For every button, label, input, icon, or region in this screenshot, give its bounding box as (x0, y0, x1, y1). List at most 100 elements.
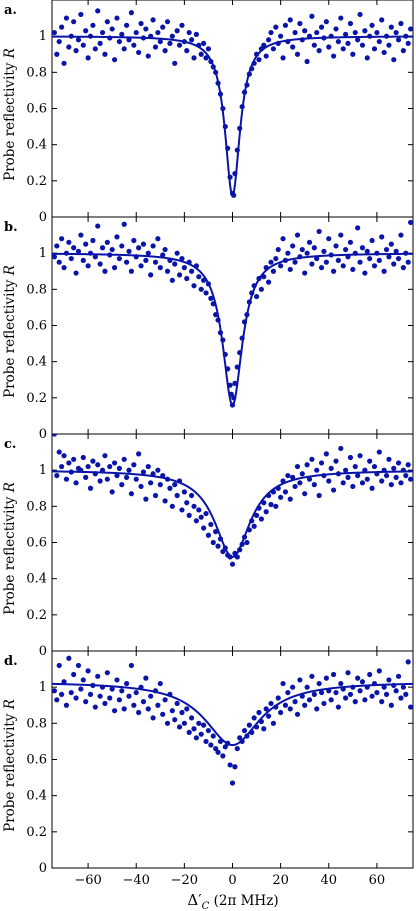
data-point (119, 243, 125, 249)
data-point (208, 521, 214, 528)
data-point (78, 11, 84, 18)
data-point (229, 402, 236, 408)
data-point (352, 463, 358, 470)
data-point (343, 246, 349, 253)
data-point (169, 277, 175, 283)
data-point (282, 702, 289, 708)
x-axis-label-prefix: Δ (187, 891, 198, 909)
data-point (107, 695, 113, 701)
data-point (249, 66, 255, 72)
data-point (213, 312, 219, 318)
data-point (246, 71, 252, 77)
data-point (381, 467, 387, 473)
data-point (403, 33, 409, 39)
data-point (249, 729, 255, 735)
data-point (318, 24, 325, 30)
panel-label: b. (4, 220, 18, 235)
data-point (56, 259, 62, 265)
data-point (237, 547, 243, 553)
data-point (179, 255, 185, 262)
data-point (253, 512, 260, 518)
data-point (263, 265, 269, 271)
data-point (111, 460, 118, 466)
data-point (111, 708, 118, 714)
data-point (164, 720, 171, 726)
data-point (102, 700, 108, 707)
data-point (232, 171, 238, 177)
data-point (116, 465, 122, 471)
data-point (155, 236, 161, 242)
data-point (393, 688, 399, 694)
data-point (201, 40, 207, 47)
data-point (160, 24, 166, 30)
data-point (176, 724, 183, 730)
data-point (268, 501, 274, 508)
data-point (208, 295, 214, 301)
data-point (66, 655, 72, 661)
data-point (85, 263, 91, 269)
data-point (99, 467, 106, 473)
data-point (186, 29, 192, 36)
data-point (229, 561, 236, 567)
data-point (347, 20, 354, 27)
data-point (343, 695, 349, 701)
data-point (155, 467, 161, 473)
data-point (395, 673, 402, 679)
x-axis-label-prime: ′ (198, 891, 202, 909)
data-point (241, 89, 248, 95)
data-point (302, 702, 308, 708)
data-point (68, 689, 74, 696)
data-point (299, 37, 305, 43)
data-point (210, 64, 216, 70)
data-point (131, 237, 137, 244)
data-point (326, 688, 332, 694)
data-point (355, 37, 361, 43)
data-point (386, 254, 392, 260)
data-point (66, 460, 72, 466)
y-axis-label: Probe reflectivity R (2, 699, 18, 832)
data-point (357, 259, 363, 265)
data-point (68, 33, 74, 39)
data-point (184, 706, 190, 712)
data-point (285, 472, 291, 479)
data-point (126, 467, 132, 473)
data-point (95, 462, 101, 468)
data-point (347, 454, 354, 461)
data-point (280, 680, 286, 687)
data-point (343, 31, 349, 37)
data-point (95, 673, 101, 679)
data-point (71, 19, 77, 25)
data-point (241, 534, 248, 540)
data-point (266, 37, 272, 43)
data-point (104, 670, 110, 676)
data-point (193, 735, 199, 741)
data-point (128, 662, 135, 669)
data-point (297, 480, 303, 486)
data-point (188, 715, 195, 721)
data-point (193, 31, 199, 37)
data-point (253, 724, 260, 730)
data-point (340, 46, 346, 52)
data-point (395, 255, 402, 262)
data-point (109, 26, 115, 32)
panel-b: 0 0.2 0.4 0.6 0.8 1 b. Probe reflectivity R (2, 216, 414, 442)
data-point (87, 485, 94, 491)
data-point (78, 467, 84, 473)
data-point (215, 317, 221, 323)
data-point (119, 482, 125, 488)
plot-area (52, 8, 413, 198)
data-point (90, 22, 96, 28)
data-point (232, 380, 238, 386)
data-point (203, 510, 209, 517)
data-point (273, 704, 279, 710)
data-point (205, 46, 212, 52)
data-point (290, 474, 296, 480)
data-point (278, 33, 284, 39)
data-point (383, 33, 390, 39)
data-point (275, 246, 281, 253)
data-point (152, 44, 159, 50)
data-point (330, 53, 337, 59)
data-point (405, 259, 411, 265)
data-point (379, 234, 385, 240)
data-point (292, 483, 298, 490)
